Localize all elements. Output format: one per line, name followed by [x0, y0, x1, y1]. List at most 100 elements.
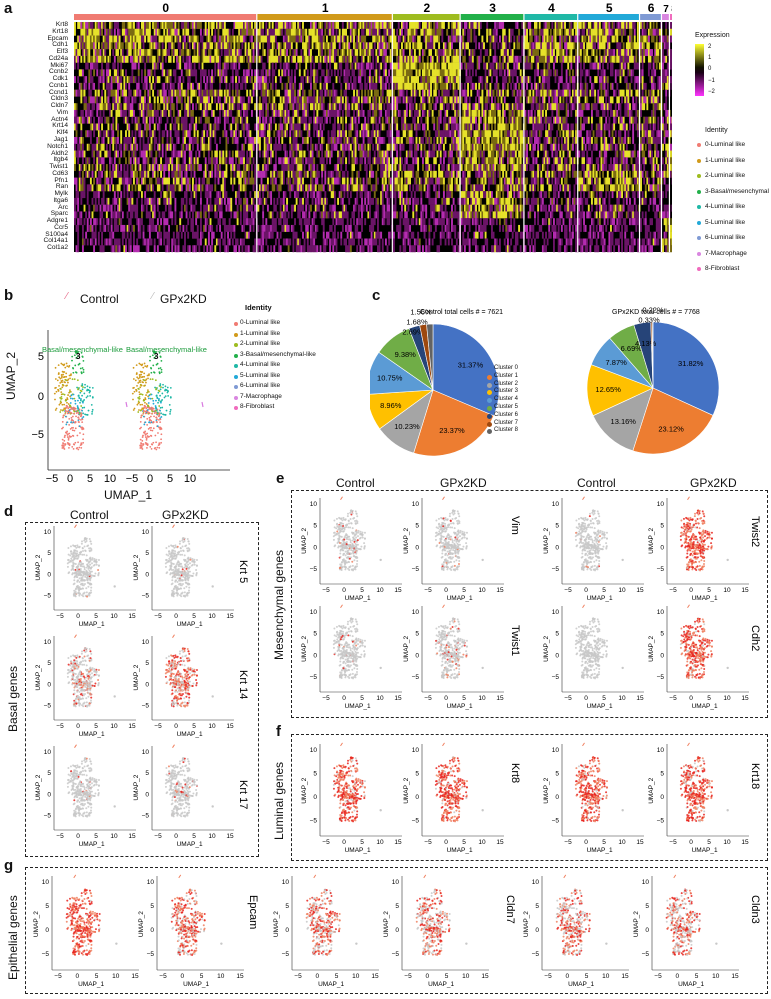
y-tick: 10 [657, 501, 665, 508]
d-kd-title: GPx2KD [162, 508, 209, 522]
x-tick: −5 [424, 839, 432, 846]
x-tick: 15 [481, 973, 489, 980]
feature-g-epcam-kd: −5 0 5 10 15 10 5 0 −5 UMAP_1 UMAP_2 [138, 874, 244, 988]
x-tick: −5 [154, 613, 162, 620]
y-tick: 10 [44, 639, 52, 646]
gene-label: Actn4 [51, 115, 68, 123]
identity-label: 3-Basal/mesenchymal like [705, 187, 771, 195]
y-label: UMAP_2 [648, 777, 655, 803]
x-tick: 15 [496, 695, 504, 702]
y-tick: 5 [313, 631, 317, 638]
feature-e-vim-kd: −5 0 5 10 15 10 5 0 −5 UMAP_1 UMAP_2 [403, 496, 504, 602]
identity-label: 3-Basal/mesenchymal-like [240, 350, 316, 358]
x-tick: 15 [128, 723, 136, 730]
y-tick: 0 [535, 927, 539, 934]
x-tick: −5 [294, 973, 302, 980]
y-tick: 0 [150, 927, 154, 934]
x-tick: 10 [208, 833, 216, 840]
cluster-bar-8 [670, 14, 672, 20]
x-tick: 10 [723, 695, 731, 702]
gene-label: Mki67 [50, 61, 68, 69]
x-tick: 5 [360, 587, 364, 594]
x-tick: −5 [564, 839, 572, 846]
pie-label-0-7: 1.68% [406, 318, 428, 327]
gene-label: Aldh2 [51, 149, 68, 157]
pie-label-1-1: 23.12% [658, 425, 684, 434]
x-tick: 15 [371, 973, 379, 980]
identity-dot [697, 267, 701, 271]
x-tick: 0 [444, 587, 448, 594]
cluster-number-8: 8 [671, 4, 672, 15]
x-tick: 5 [707, 839, 711, 846]
y-tick: 5 [38, 351, 44, 363]
y-tick: 5 [285, 903, 289, 910]
gene-label: Elf3 [56, 48, 68, 56]
epi-gene-label-cldn7: Cldn7 [504, 895, 516, 924]
y-tick: −5 [552, 566, 560, 573]
cluster-number-1: 1 [322, 1, 329, 15]
feature-d-kd-1: −5 0 5 10 15 10 5 0 −5 UMAP_1 UMAP_2 [133, 634, 234, 738]
x-tick: −5 [154, 723, 162, 730]
x-tick: 5 [192, 833, 196, 840]
feature-f-krt8-control: −5 0 5 10 15 10 5 0 −5 UMAP_1 UMAP_2 [301, 742, 402, 854]
x-tick: 0 [584, 839, 588, 846]
y-tick: 0 [645, 927, 649, 934]
y-tick: 10 [532, 879, 540, 886]
gene-label: Notch1 [47, 142, 68, 150]
y-tick: 10 [142, 749, 150, 756]
cluster-bar-0 [74, 14, 257, 20]
x-tick: 5 [585, 973, 589, 980]
x-tick: −5 [669, 587, 677, 594]
x-tick: −5 [564, 695, 572, 702]
x-tick: 0 [174, 833, 178, 840]
x-tick: 15 [226, 613, 234, 620]
gene-label: Mylk [54, 190, 68, 198]
identity-dot [697, 143, 701, 147]
y-tick: −5 [310, 566, 318, 573]
pie-legend-swatch [487, 421, 492, 427]
color-scale-bar [695, 44, 704, 96]
legend-tick: −1 [708, 77, 715, 84]
pie-title-0: Control total cells # = 7621 [420, 309, 503, 316]
pie-label-1-0: 31.82% [678, 359, 704, 368]
cluster-3-mark: 3 [76, 352, 81, 361]
epi-gene-label-cldn3: Cldn3 [749, 895, 761, 924]
pie-slice-1-0 [652, 321, 720, 416]
y-tick: 0 [145, 791, 149, 798]
cluster-bar-6 [640, 14, 661, 20]
identity-dot [234, 374, 238, 379]
mes-gene-label-cdh2: Cdh2 [749, 625, 761, 651]
identity-label: 1-Luminal like [705, 156, 746, 164]
y-tick: −5 [310, 817, 318, 824]
x-tick: 5 [602, 695, 606, 702]
y-tick: −5 [42, 951, 50, 958]
pie-label-0-0: 31.37% [458, 361, 484, 370]
gene-label: Ccnb1 [48, 81, 68, 89]
y-tick: 0 [47, 681, 51, 688]
identity-dot [234, 406, 238, 410]
heatmap-gene-labels: Krt8 Krt18 Epcam Cdh1 Elf3 Cd24a Mki67 Ccnb2 Cdk… [0, 21, 70, 252]
y-tick: 10 [412, 747, 420, 754]
legend-tick: 2 [708, 44, 712, 50]
feature-g-cldn7-kd: −5 0 5 10 15 10 5 0 −5 UMAP_1 UMAP_2 [383, 874, 489, 988]
y-tick: 5 [313, 770, 317, 777]
x-tick: 10 [208, 723, 216, 730]
x-tick: 0 [76, 833, 80, 840]
mes-gene-label-vim: Vim [509, 516, 521, 535]
gene-label: Ccnd1 [48, 88, 68, 96]
x-tick: 0 [689, 839, 693, 846]
y-label: UMAP_2 [648, 636, 655, 662]
y-label: UMAP_2 [301, 636, 308, 662]
panel-label-d: d [4, 503, 14, 520]
y-tick: 0 [660, 794, 664, 801]
y-tick: 5 [145, 770, 149, 777]
identity-dot [697, 220, 701, 225]
y-tick: −5 [412, 566, 420, 573]
x-tick: 15 [621, 973, 629, 980]
y-tick: −5 [44, 592, 52, 599]
pie-legend-swatch [487, 429, 492, 435]
gene-label: Pfn1 [54, 176, 68, 184]
feature-g-cldn3-kd: −5 0 5 10 15 10 5 0 −5 UMAP_1 UMAP_2 [633, 874, 739, 988]
umap-b-annot-2: Basal/mesenchymal-like [126, 345, 207, 354]
